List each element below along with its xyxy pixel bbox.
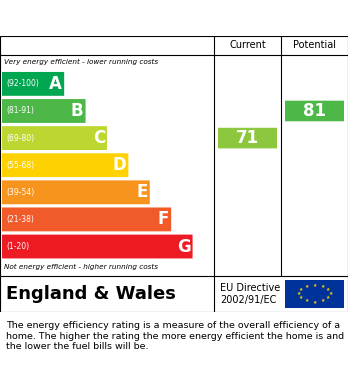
Text: Energy Efficiency Rating: Energy Efficiency Rating — [7, 9, 236, 27]
Polygon shape — [2, 99, 86, 123]
Text: (39-54): (39-54) — [6, 188, 34, 197]
Text: C: C — [93, 129, 105, 147]
Text: F: F — [158, 210, 169, 228]
Text: Very energy efficient - lower running costs: Very energy efficient - lower running co… — [4, 59, 158, 65]
Text: EU Directive: EU Directive — [220, 283, 280, 293]
Text: 71: 71 — [236, 129, 259, 147]
Text: ★: ★ — [296, 291, 301, 296]
Text: (21-38): (21-38) — [6, 215, 34, 224]
Bar — [285, 280, 344, 308]
Text: ★: ★ — [320, 298, 325, 303]
Text: G: G — [177, 237, 191, 256]
Polygon shape — [2, 126, 107, 150]
Polygon shape — [285, 100, 344, 121]
Text: ★: ★ — [328, 291, 333, 296]
Text: 81: 81 — [303, 102, 326, 120]
Text: ★: ★ — [304, 298, 309, 303]
Text: B: B — [71, 102, 84, 120]
Text: ★: ★ — [304, 284, 309, 289]
Polygon shape — [218, 128, 277, 149]
Polygon shape — [2, 180, 150, 204]
Text: ★: ★ — [326, 295, 331, 300]
Text: ★: ★ — [312, 300, 317, 305]
Text: (81-91): (81-91) — [6, 106, 34, 115]
Text: ★: ★ — [326, 287, 331, 292]
Text: Potential: Potential — [293, 40, 336, 50]
Text: Current: Current — [229, 40, 266, 50]
Text: ★: ★ — [320, 284, 325, 289]
Polygon shape — [2, 153, 128, 177]
Text: (1-20): (1-20) — [6, 242, 29, 251]
Text: (55-68): (55-68) — [6, 161, 34, 170]
Text: (69-80): (69-80) — [6, 134, 34, 143]
Text: ★: ★ — [299, 295, 303, 300]
Polygon shape — [2, 208, 171, 231]
Text: E: E — [136, 183, 148, 201]
Text: 2002/91/EC: 2002/91/EC — [220, 295, 276, 305]
Text: The energy efficiency rating is a measure of the overall efficiency of a home. T: The energy efficiency rating is a measur… — [6, 321, 344, 351]
Text: England & Wales: England & Wales — [6, 285, 176, 303]
Text: A: A — [49, 75, 62, 93]
Text: ★: ★ — [312, 283, 317, 288]
Text: D: D — [113, 156, 126, 174]
Polygon shape — [2, 72, 64, 96]
Text: ★: ★ — [299, 287, 303, 292]
Text: (92-100): (92-100) — [6, 79, 39, 88]
Text: Not energy efficient - higher running costs: Not energy efficient - higher running co… — [4, 264, 158, 270]
Polygon shape — [2, 235, 192, 258]
